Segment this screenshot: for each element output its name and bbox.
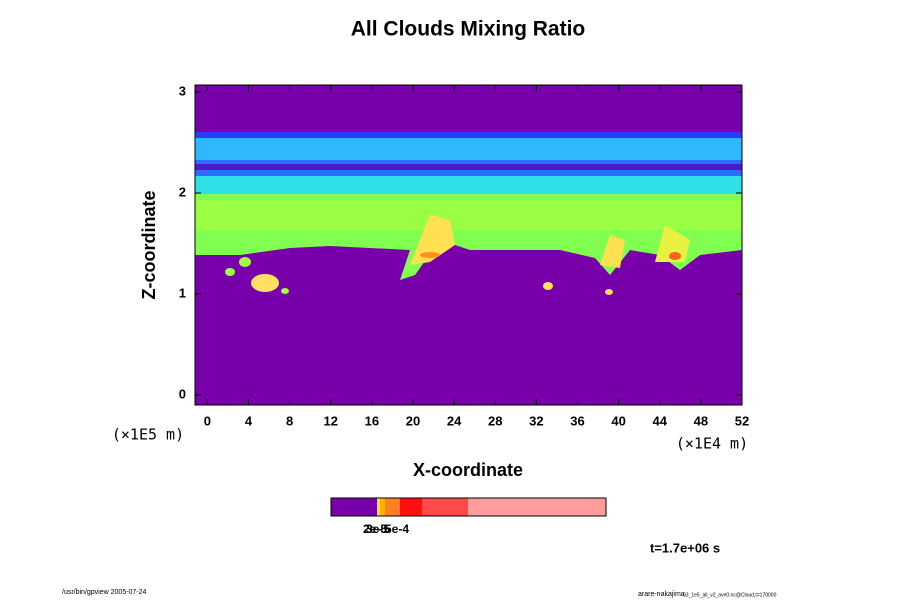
- x-axis-title: X-coordinate: [413, 460, 523, 480]
- colorbar-label: 5e-4: [385, 522, 409, 536]
- colorbar-frame: [330, 497, 607, 517]
- plot-frame: [194, 84, 743, 406]
- chart-title: All Clouds Mixing Ratio: [351, 18, 586, 41]
- footer-file: 03_1e5_all_v2_ave0.nc@Cloud,t=170000: [683, 592, 777, 598]
- y-tick-label: 0: [179, 386, 186, 401]
- x-tick-label: 12: [323, 413, 337, 428]
- field-band: [195, 132, 742, 138]
- field-blob: [281, 288, 289, 294]
- x-tick-label: 48: [694, 413, 708, 428]
- field-band: [195, 200, 742, 230]
- x-tick-label: 4: [245, 413, 253, 428]
- x-tick-label: 32: [529, 413, 543, 428]
- x-tick-label: 28: [488, 413, 502, 428]
- x-tick-label: 44: [653, 413, 668, 428]
- field-band: [195, 138, 742, 160]
- field-blob: [655, 225, 690, 262]
- colorbar-label: 2e-5: [363, 522, 387, 536]
- field-blob: [225, 268, 235, 276]
- x-unit: (×1E4 m): [676, 435, 748, 453]
- y-tick-label: 3: [179, 84, 186, 99]
- colorbar: [330, 497, 607, 517]
- field-band: [195, 164, 742, 170]
- x-tick-label: 8: [286, 413, 293, 428]
- x-tick-label: 52: [735, 413, 749, 428]
- y-axis-title: Z-coordinate: [139, 190, 159, 299]
- field-blob: [239, 257, 251, 267]
- y-tick-label: 1: [179, 285, 186, 300]
- field-blob: [420, 252, 440, 258]
- field-blob: [410, 215, 455, 265]
- colorbar-segment: [385, 498, 400, 516]
- x-tick-label: 40: [611, 413, 625, 428]
- field-blob: [669, 252, 681, 260]
- field-blob: [605, 289, 613, 295]
- colorbar-segment: [400, 498, 422, 516]
- time-label: t=1.7e+06 s: [650, 540, 720, 555]
- colorbar-label: 3e-5: [366, 522, 390, 536]
- colorbar-segment: [331, 498, 377, 516]
- field: [195, 85, 742, 405]
- footer-right: arare-nakajima: [638, 591, 685, 598]
- x-tick-label: 24: [447, 413, 462, 428]
- x-tick-label: 20: [406, 413, 420, 428]
- y-tick-label: 2: [179, 184, 186, 199]
- field-blob: [543, 282, 553, 290]
- footer-left: /usr/bin/gpview 2005-07-24: [62, 589, 147, 596]
- x-tick-label: 16: [365, 413, 379, 428]
- field-blob: [251, 274, 279, 292]
- colorbar-segment: [422, 498, 468, 516]
- y-unit: (×1E5 m): [112, 426, 184, 444]
- x-tick-label: 0: [204, 413, 211, 428]
- colorbar-segment: [380, 498, 385, 516]
- colorbar-segment: [468, 498, 606, 516]
- field-blob: [600, 235, 625, 268]
- x-tick-label: 36: [570, 413, 584, 428]
- colorbar-segment: [377, 498, 380, 516]
- field-band: [195, 176, 742, 194]
